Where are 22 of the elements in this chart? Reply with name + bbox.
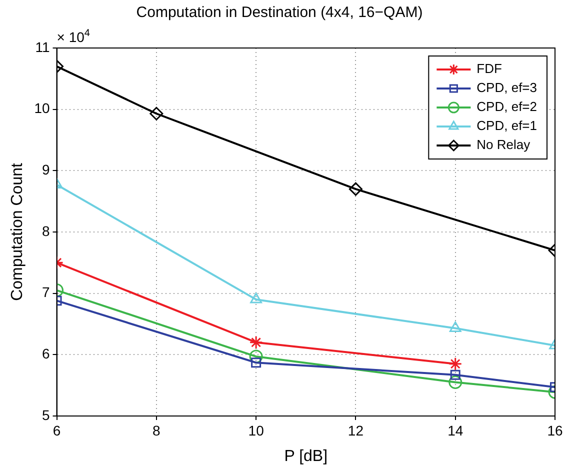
x-tick-label: 8	[152, 422, 161, 438]
y-tick-label: 6	[42, 346, 50, 362]
y-tick-label: 7	[42, 284, 50, 300]
y-tick-label: 8	[42, 222, 50, 239]
x-tick-label: 10	[248, 422, 264, 438]
x-tick-label: 14	[448, 422, 464, 438]
chart-title: Computation in Destination (4x4, 16−QAM)	[136, 4, 423, 22]
x-tick-label: 6	[52, 422, 61, 438]
y-axis-title: Computation Count	[9, 162, 26, 301]
legend-label: FDF	[476, 61, 502, 76]
legend-label: CPD, ef=1	[476, 118, 538, 134]
x-tick-label: 16	[547, 422, 563, 438]
y-tick-label: 9	[42, 162, 50, 178]
legend-label: CPD, ef=3	[476, 80, 538, 96]
point	[249, 336, 263, 350]
y-tick-label: 5	[42, 406, 50, 423]
legend-label: No Relay	[476, 137, 531, 152]
y-tick-label: 10	[34, 100, 50, 116]
x-axis-title: P [dB]	[284, 448, 328, 465]
x-tick-label: 12	[348, 422, 364, 438]
y-tick-label: 11	[35, 38, 50, 55]
legend-label: CPD, ef=2	[476, 99, 538, 114]
